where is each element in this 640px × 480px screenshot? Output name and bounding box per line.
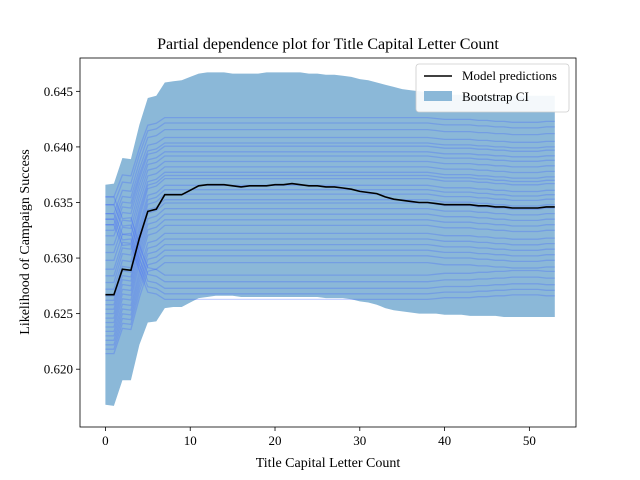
plot-frame (79, 57, 577, 428)
bootstrap-sample-line (105, 128, 555, 215)
bootstrap-lines (105, 116, 555, 355)
bootstrap-sample-line (105, 204, 555, 283)
plot-area (105, 72, 555, 406)
bootstrap-sample-line (105, 212, 555, 289)
bootstrap-sample-line (105, 224, 555, 328)
bootstrap-sample-line (105, 213, 555, 319)
x-tick-label: 40 (438, 433, 451, 448)
bootstrap-sample-line (105, 202, 555, 310)
bootstrap-sample-line (105, 243, 555, 341)
bootstrap-sample-line (105, 122, 555, 206)
bootstrap-sample-line (105, 155, 555, 246)
bootstrap-sample-line (105, 151, 555, 237)
y-tick-label: 0.620 (44, 362, 73, 377)
y-axis: 0.620 0.625 0.630 0.635 0.640 0.645 (44, 84, 80, 377)
bootstrap-sample-line (105, 196, 555, 276)
bootstrap-sample-line (105, 238, 555, 337)
y-tick-label: 0.640 (44, 139, 73, 154)
bootstrap-sample-line (105, 219, 555, 324)
bootstrap-sample-line (105, 218, 555, 295)
bootstrap-sample-line (105, 116, 555, 198)
chart-title: Partial dependence plot for Title Capita… (157, 36, 499, 53)
legend-label-model-predictions: Model predictions (462, 68, 557, 83)
y-axis-label: Likelihood of Campaign Success (18, 149, 33, 334)
bootstrap-sample-line (105, 249, 555, 346)
bootstrap-ci-band (105, 72, 555, 406)
x-tick-label: 50 (523, 433, 536, 448)
x-axis: 0 10 20 30 40 50 (102, 427, 536, 448)
legend: Model predictions Bootstrap CI (415, 63, 570, 113)
model-predictions-line (105, 182, 555, 296)
bootstrap-sample-line (105, 189, 555, 297)
x-tick-label: 20 (269, 433, 282, 448)
bootstrap-sample-line (105, 136, 555, 220)
y-tick-label: 0.630 (44, 251, 73, 266)
bootstrap-sample-line (105, 261, 555, 355)
bootstrap-sample-line (105, 174, 555, 277)
y-tick-label: 0.635 (44, 195, 73, 210)
y-tick-label: 0.645 (44, 84, 73, 99)
x-tick-label: 10 (184, 433, 197, 448)
bootstrap-sample-line (105, 224, 555, 301)
bootstrap-sample-line (105, 232, 555, 333)
legend-box (415, 63, 570, 113)
x-tick-label: 0 (102, 433, 109, 448)
bootstrap-sample-line (105, 199, 555, 306)
legend-swatch-bootstrap-ci (424, 91, 452, 101)
x-tick-label: 30 (353, 433, 366, 448)
bootstrap-sample-line (105, 255, 555, 350)
bootstrap-sample-line (105, 145, 555, 231)
y-tick-label: 0.625 (44, 306, 73, 321)
bootstrap-sample-line (105, 171, 555, 270)
bootstrap-sample-line (105, 207, 555, 315)
x-axis-label: Title Capital Letter Count (256, 456, 401, 471)
bootstrap-sample-line (105, 184, 555, 290)
bootstrap-sample-line (105, 160, 555, 254)
bootstrap-sample-line (105, 166, 555, 261)
bootstrap-sample-line (105, 142, 555, 226)
legend-label-bootstrap-ci: Bootstrap CI (462, 89, 529, 104)
bootstrap-sample-line (105, 177, 555, 284)
